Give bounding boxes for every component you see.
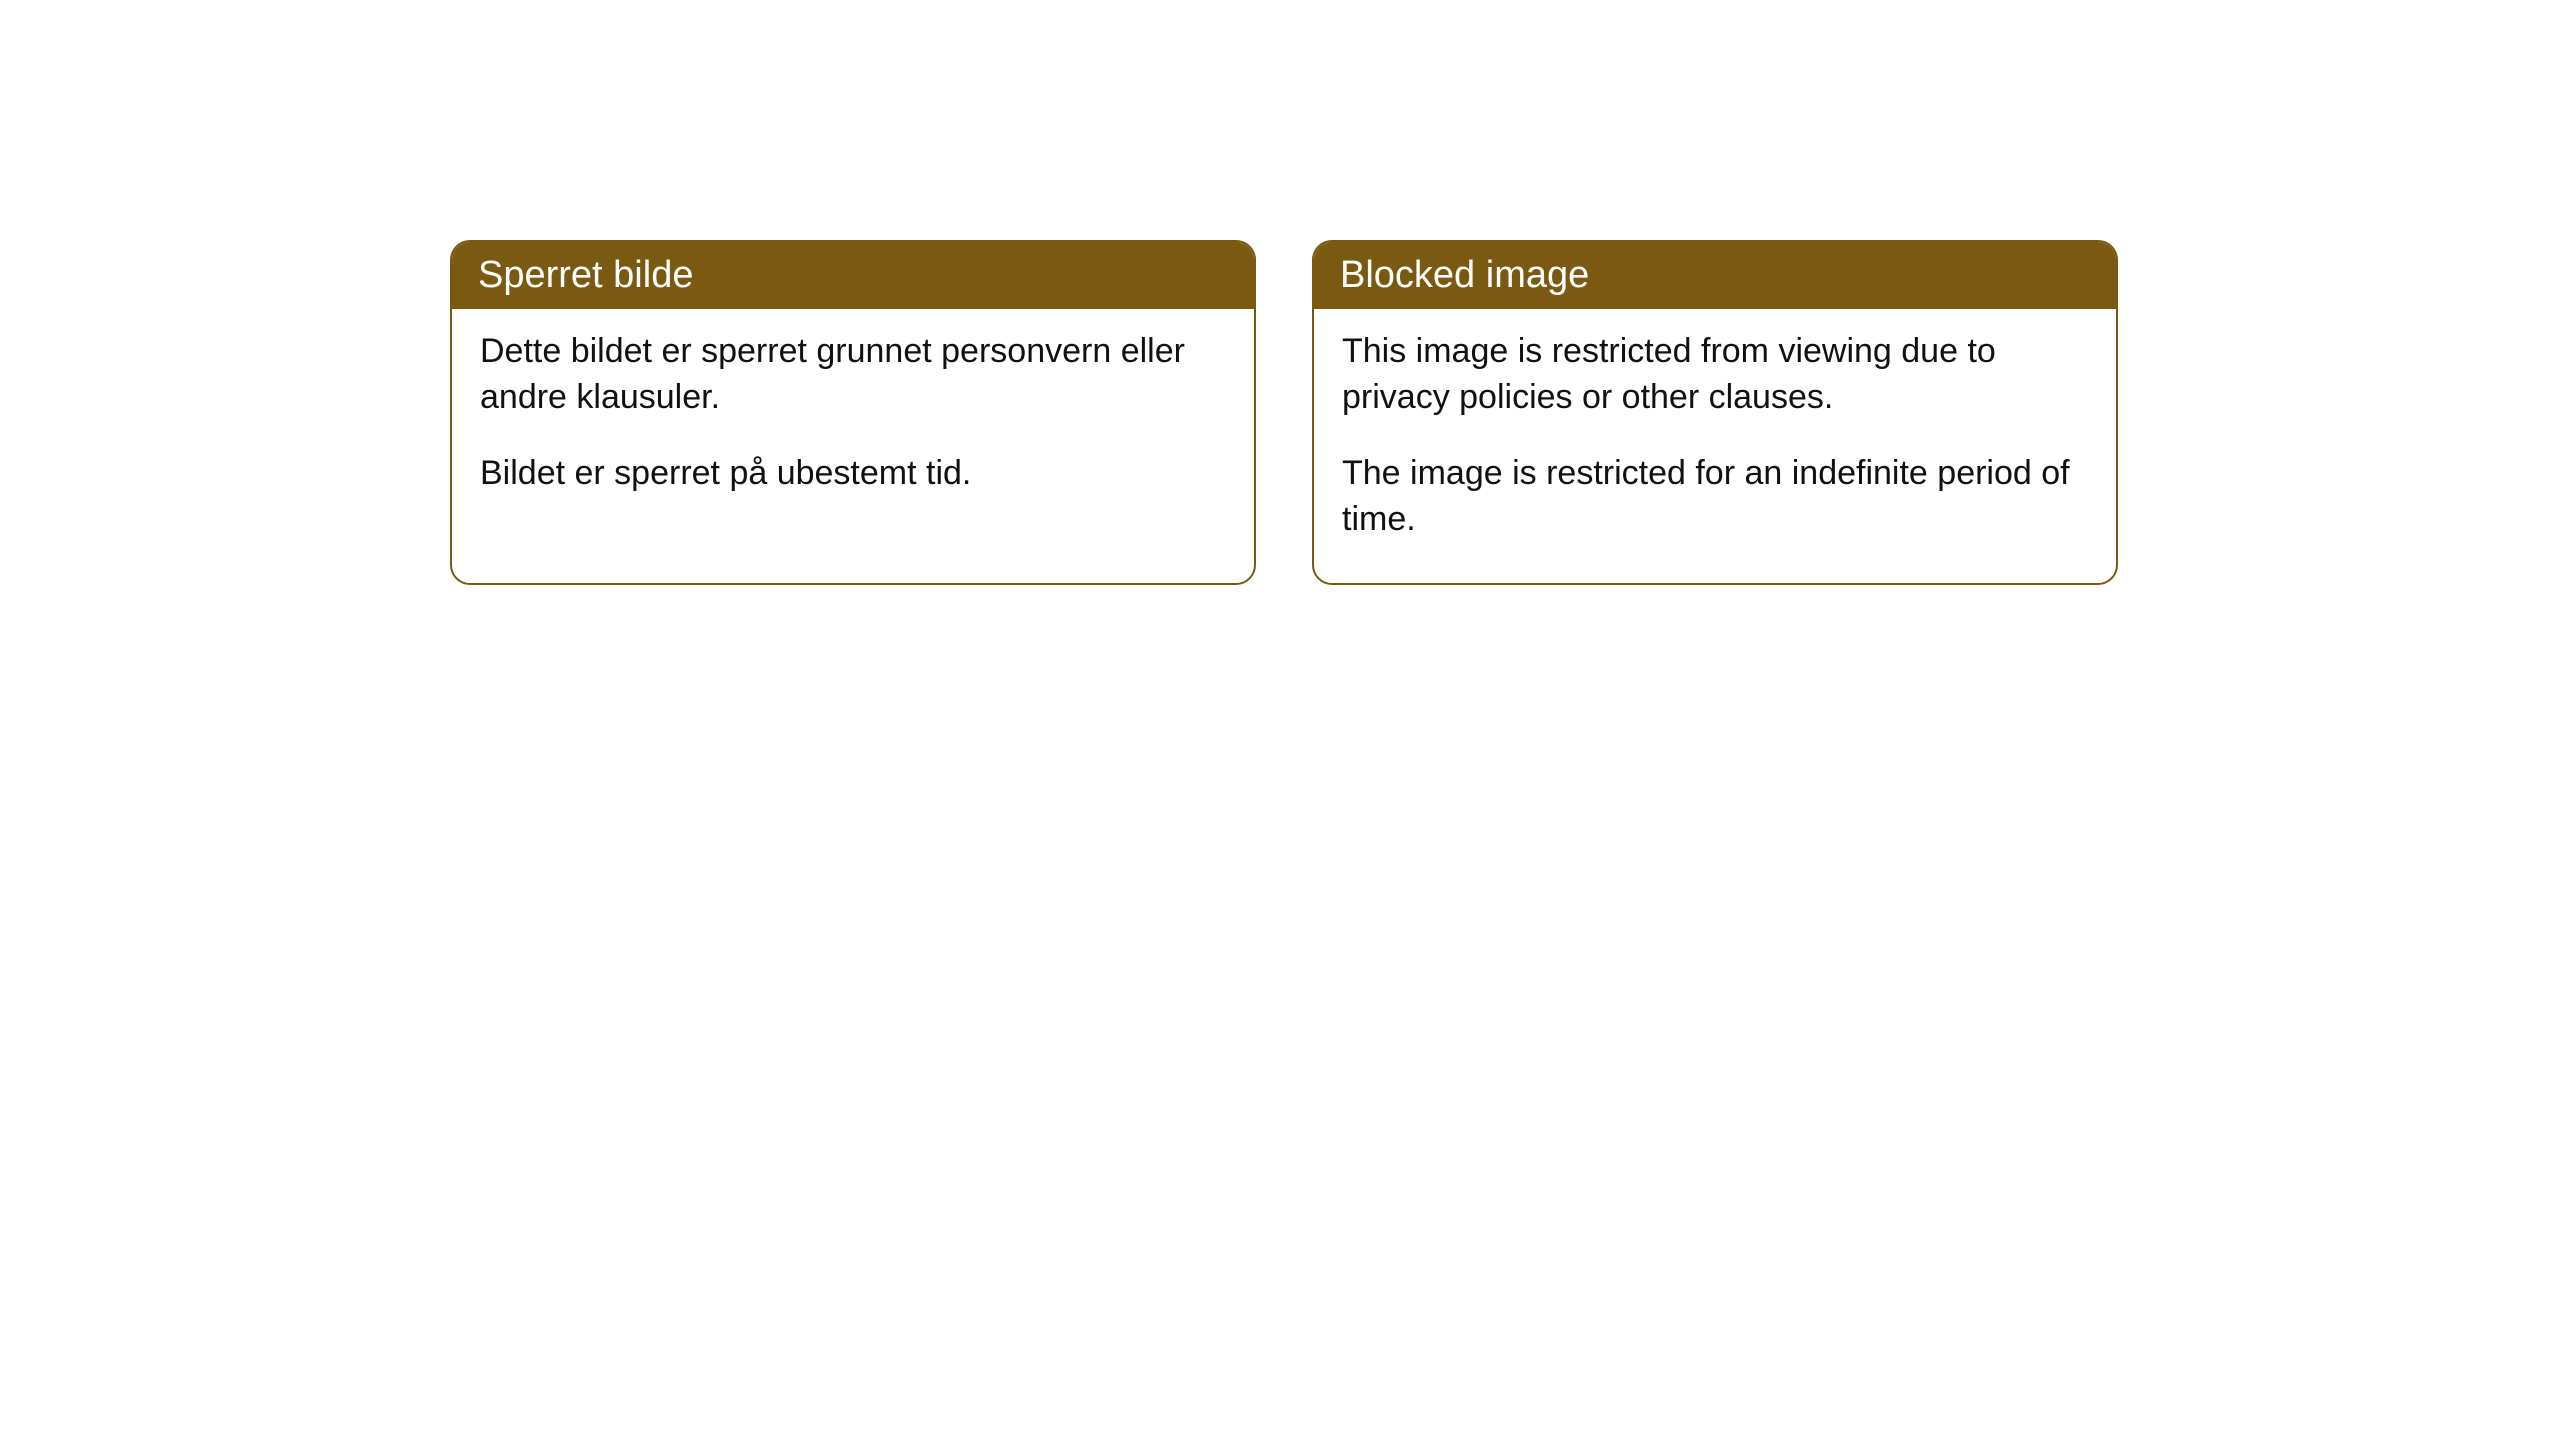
card-paragraph: Dette bildet er sperret grunnet personve…	[480, 329, 1226, 421]
card-body: Dette bildet er sperret grunnet personve…	[452, 309, 1254, 537]
card-body: This image is restricted from viewing du…	[1314, 309, 2116, 583]
card-paragraph: This image is restricted from viewing du…	[1342, 329, 2088, 421]
card-header: Blocked image	[1314, 242, 2116, 309]
notice-card-english: Blocked image This image is restricted f…	[1312, 240, 2118, 585]
card-paragraph: The image is restricted for an indefinit…	[1342, 451, 2088, 543]
card-header: Sperret bilde	[452, 242, 1254, 309]
notice-card-norwegian: Sperret bilde Dette bildet er sperret gr…	[450, 240, 1256, 585]
card-paragraph: Bildet er sperret på ubestemt tid.	[480, 451, 1226, 497]
notice-container: Sperret bilde Dette bildet er sperret gr…	[0, 0, 2560, 585]
